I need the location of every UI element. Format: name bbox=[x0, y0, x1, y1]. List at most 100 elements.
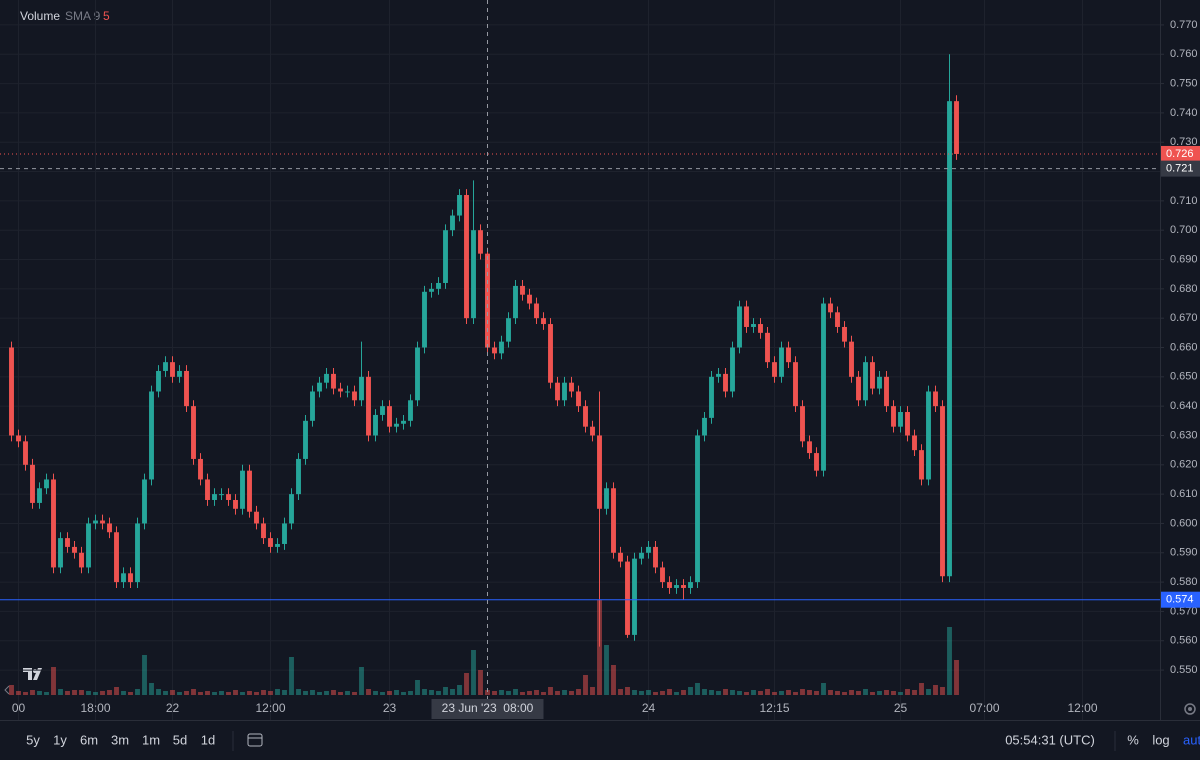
candle-body bbox=[716, 373, 721, 377]
clock: 05:54:31 (UTC) bbox=[1005, 732, 1095, 747]
volume-bar bbox=[870, 692, 875, 695]
candle-body bbox=[296, 458, 301, 495]
volume-bar bbox=[184, 691, 189, 695]
x-tick-label: 12:00 bbox=[255, 701, 285, 715]
volume-bar bbox=[933, 685, 938, 695]
volume-bar bbox=[499, 690, 504, 695]
volume-bar bbox=[121, 691, 126, 695]
range-button[interactable]: 3m bbox=[111, 732, 129, 747]
candle-body bbox=[303, 420, 308, 459]
candle-body bbox=[660, 567, 665, 583]
compare-icon[interactable] bbox=[247, 733, 263, 747]
volume-bar bbox=[758, 691, 763, 695]
volume-bar bbox=[485, 690, 490, 695]
volume-bar bbox=[310, 690, 315, 695]
candle-body bbox=[793, 362, 798, 407]
scale-option[interactable]: auto bbox=[1183, 732, 1200, 747]
scale-option[interactable]: log bbox=[1152, 732, 1169, 747]
volume-bar bbox=[23, 692, 28, 695]
candle-body bbox=[282, 523, 287, 544]
candle-body bbox=[632, 558, 637, 635]
candle-body bbox=[184, 370, 189, 407]
volume-bar bbox=[632, 690, 637, 695]
y-tick-label: 0.670 bbox=[1170, 312, 1198, 324]
y-tick-label: 0.730 bbox=[1170, 136, 1198, 148]
x-tick-label: 24 bbox=[642, 701, 656, 715]
range-button[interactable]: 5y bbox=[26, 732, 40, 747]
candle-body bbox=[121, 573, 126, 583]
volume-bar bbox=[51, 667, 56, 695]
y-tick-label: 0.570 bbox=[1170, 605, 1198, 617]
volume-bar bbox=[569, 691, 574, 695]
candle-body bbox=[310, 391, 315, 421]
volume-bar bbox=[177, 692, 182, 695]
range-button[interactable]: 1m bbox=[142, 732, 160, 747]
range-button[interactable]: 6m bbox=[80, 732, 98, 747]
candle-body bbox=[611, 488, 616, 553]
volume-bar bbox=[520, 692, 525, 695]
volume-bar bbox=[44, 692, 49, 695]
y-tick-label: 0.640 bbox=[1170, 400, 1198, 412]
candle-body bbox=[163, 362, 168, 371]
range-button[interactable]: 5d bbox=[173, 732, 187, 747]
candle-body bbox=[436, 282, 441, 289]
candle-body bbox=[72, 546, 77, 553]
volume-bar bbox=[905, 689, 910, 695]
scale-option[interactable]: % bbox=[1127, 732, 1139, 747]
candle-body bbox=[891, 406, 896, 427]
volume-bar bbox=[765, 689, 770, 695]
x-tick-label: 22 bbox=[166, 701, 180, 715]
volume-bar bbox=[821, 683, 826, 695]
candle-body bbox=[548, 324, 553, 383]
candle-body bbox=[604, 488, 609, 509]
volume-bar bbox=[513, 689, 518, 695]
scroll-left[interactable] bbox=[4, 685, 10, 695]
candle-body bbox=[884, 376, 889, 407]
candle-body bbox=[254, 511, 259, 524]
candle-body bbox=[443, 230, 448, 283]
volume-bar bbox=[205, 691, 210, 695]
range-button[interactable]: 1d bbox=[201, 732, 215, 747]
candle-body bbox=[191, 406, 196, 459]
volume-bar bbox=[611, 665, 616, 695]
volume-bar bbox=[891, 691, 896, 695]
candle-body bbox=[541, 318, 546, 325]
range-button[interactable]: 1y bbox=[53, 732, 67, 747]
volume-bar bbox=[541, 692, 546, 695]
volume-bar bbox=[926, 689, 931, 695]
settings-icon[interactable] bbox=[1184, 703, 1196, 715]
candle-body bbox=[464, 195, 469, 319]
candle-body bbox=[394, 423, 399, 427]
volume-bar bbox=[807, 690, 812, 695]
volume-bar bbox=[723, 689, 728, 695]
y-tick-label: 0.590 bbox=[1170, 547, 1198, 559]
volume-bar bbox=[849, 690, 854, 695]
volume-bar bbox=[667, 689, 672, 695]
y-tick-label: 0.700 bbox=[1170, 224, 1198, 236]
candle-body bbox=[625, 561, 630, 635]
candle-body bbox=[835, 312, 840, 327]
volume-bar bbox=[856, 691, 861, 695]
volume-bar bbox=[324, 691, 329, 695]
candle-body bbox=[51, 479, 56, 568]
volume-bar bbox=[464, 673, 469, 695]
volume-bar bbox=[233, 690, 238, 695]
x-tick-label: 18:00 bbox=[80, 701, 110, 715]
candle-body bbox=[373, 414, 378, 436]
candle-body bbox=[751, 324, 756, 327]
volume-bar bbox=[30, 690, 35, 695]
volume-bar bbox=[457, 685, 462, 695]
volume-bar bbox=[373, 691, 378, 695]
volume-bar bbox=[149, 683, 154, 695]
volume-bar bbox=[79, 690, 84, 695]
volume-bar bbox=[93, 692, 98, 695]
candle-body bbox=[485, 253, 490, 348]
y-tick-label: 0.750 bbox=[1170, 77, 1198, 89]
candle-body bbox=[779, 347, 784, 377]
candle-body bbox=[380, 406, 385, 415]
candle-body bbox=[156, 370, 161, 392]
candle-body bbox=[331, 373, 336, 389]
candle-body bbox=[212, 494, 217, 500]
candle-body bbox=[135, 523, 140, 583]
